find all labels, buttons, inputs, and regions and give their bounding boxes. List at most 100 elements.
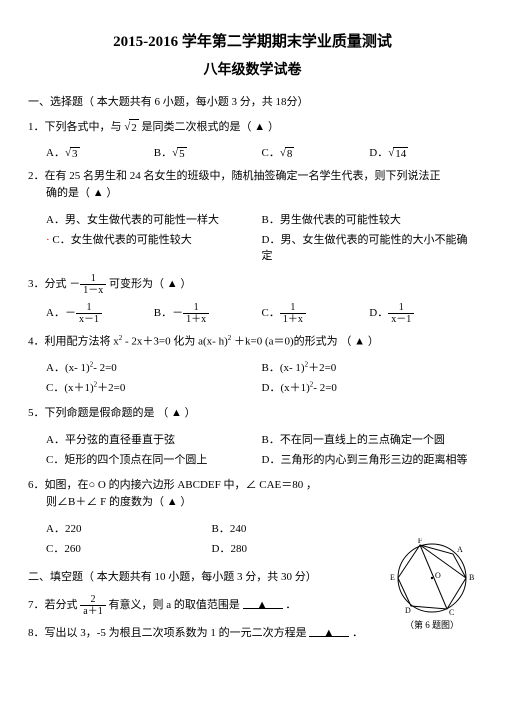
q5-stem-a: 5．下列命题是假命题的是 （ <box>28 407 171 419</box>
q2-A: A．男、女生做代表的可能性一样大 <box>46 211 262 227</box>
sqrt-icon: 2 <box>124 119 139 138</box>
q1: 1．下列各式中，与 2 是同类二次根式的是（ ▲ ） <box>28 119 477 138</box>
q6: 6．如图，在○ O 的内接六边形 ABCDEF 中，∠ CAE＝80 ， 则∠B… <box>28 477 477 512</box>
q5: 5．下列命题是假命题的是 （ ▲ ） <box>28 405 477 423</box>
q3-frac-num: 1 <box>80 273 106 285</box>
q5-stem-b: ） <box>185 407 196 419</box>
q4-A: A．(x- 1)2- 2=0 <box>46 359 262 375</box>
q3-options: A．－1x－1 B．－11＋x C．11＋x D．1x－1 <box>46 302 477 325</box>
answer-marker: ▲ <box>167 278 178 290</box>
q3-C-pre: C． <box>262 307 280 319</box>
q4-stem-a: 4．利用配方法将 x <box>28 335 119 347</box>
q4-C: C．(x＋1)2＋2=0 <box>46 379 262 395</box>
q3: 3．分式 －11－x 可变形为（ ▲ ） <box>28 273 477 296</box>
q7-stem-b: 有意义，则 a 的取值范围是 <box>108 599 242 611</box>
q6-caption: （第 6 题图） <box>387 618 477 631</box>
q1-B-val: 5 <box>177 147 187 160</box>
q6-B: B．240 <box>212 520 378 536</box>
q1-D: D．14 <box>369 144 477 160</box>
q1-C: C．8 <box>262 144 370 160</box>
q2-B: B．男生做代表的可能性较大 <box>262 211 478 227</box>
q3-stem-c: ） <box>180 278 191 290</box>
answer-marker: ▲ <box>171 407 182 419</box>
q6-stem-c: ） <box>180 496 191 508</box>
blank-fill: ▲ <box>309 625 349 637</box>
q7-stem-a: 7．若分式 <box>28 599 80 611</box>
q3-stem-b: 可变形为（ <box>109 278 167 290</box>
answer-marker: ▲ <box>254 121 265 133</box>
answer-marker: ▲ <box>323 627 334 639</box>
sqrt-icon: 8 <box>280 147 295 160</box>
q1-options: A．3 B．5 C．8 D．14 <box>46 144 477 160</box>
sqrt-icon: 5 <box>172 147 187 160</box>
q4-stem-d: ） <box>368 335 379 347</box>
q8-stem-b: ． <box>352 627 363 639</box>
q7-frac: 2a＋1 <box>80 594 105 617</box>
q1-rad: 2 <box>129 119 139 138</box>
q4-B: B．(x- 1)2＋2=0 <box>262 359 478 375</box>
q2-stem-a: 2．在有 25 名男生和 24 名女生的班级中，随机抽签确定一名学生代表，则下列… <box>28 168 477 186</box>
q3-A-num: 1 <box>76 302 102 314</box>
q3-C-den: 1＋x <box>280 314 306 325</box>
q4-D: D．(x＋1)2- 2=0 <box>262 379 478 395</box>
section1-head: 一、选择题（ 本大题共有 6 小题，每小题 3 分，共 18分） <box>28 93 477 109</box>
sqrt-icon: 14 <box>388 147 408 160</box>
q4-options: A．(x- 1)2- 2=0 B．(x- 1)2＋2=0 C．(x＋1)2＋2=… <box>46 357 477 397</box>
q3-B-pre: B．－ <box>154 307 183 319</box>
q2-stem-c: ） <box>106 187 117 199</box>
title-sub: 八年级数学试卷 <box>28 59 477 79</box>
q3-C-num: 1 <box>280 302 306 314</box>
answer-marker: ▲ <box>257 599 268 611</box>
dot-icon: · <box>46 234 50 246</box>
title-main: 2015-2016 学年第二学期期末学业质量测试 <box>28 30 477 51</box>
q4-stem-b: - 2x＋3=0 化为 a(x- h) <box>125 335 228 347</box>
q4-stem-c: ＋k=0 (a＝0)的形式为 （ <box>234 335 354 347</box>
q7-stem-c: ． <box>285 599 296 611</box>
q7-num: 2 <box>80 594 105 606</box>
q3-A-den: x－1 <box>76 314 102 325</box>
q3-A-pre: A．－ <box>46 307 76 319</box>
q1-A: A．3 <box>46 144 154 160</box>
q1-stem-b: 是同类二次根式的是（ <box>142 121 255 133</box>
q2-stem-b: 确的是（ <box>46 187 93 199</box>
q3-D-den: x－1 <box>388 314 414 325</box>
answer-marker: ▲ <box>167 496 178 508</box>
q5-options: A．平分弦的直径垂直于弦 B．不在同一直线上的三点确定一个圆 C．矩形的四个顶点… <box>46 429 477 469</box>
answer-marker: ▲ <box>93 187 104 199</box>
q1-stem-c: ） <box>268 121 279 133</box>
q3-A: A．－1x－1 <box>46 302 154 325</box>
q3-B-den: 1＋x <box>183 314 209 325</box>
q5-D: D．三角形的内心到三角形三边的距离相等 <box>262 451 478 467</box>
q6-stem-a: 6．如图，在○ O 的内接六边形 ABCDEF 中，∠ CAE＝80 ， <box>28 477 377 495</box>
q3-C: C．11＋x <box>262 302 370 325</box>
q7-den: a＋1 <box>80 606 105 617</box>
svg-text:C: C <box>449 608 454 616</box>
q5-A: A．平分弦的直径垂直于弦 <box>46 431 262 447</box>
q3-frac: 11－x <box>80 273 106 296</box>
q6-figure: F A B C D E O （第 6 题图） <box>387 538 477 631</box>
svg-text:O: O <box>435 571 441 580</box>
svg-text:D: D <box>405 606 411 615</box>
q4-sup2: 2 <box>228 334 232 342</box>
q4-sup1: 2 <box>119 334 123 342</box>
q3-B-num: 1 <box>183 302 209 314</box>
q2-C: C．女生做代表的可能性较大 <box>52 234 191 246</box>
q2-D: D．男、女生做代表的可能性的大小不能确定 <box>262 231 478 263</box>
q8-stem-a: 8．写出以 3，-5 为根且二次项系数为 1 的一元二次方程是 <box>28 627 309 639</box>
q1-C-val: 8 <box>285 147 295 160</box>
q3-stem-a: 3．分式 <box>28 278 69 290</box>
q2: 2．在有 25 名男生和 24 名女生的班级中，随机抽签确定一名学生代表，则下列… <box>28 168 477 203</box>
q6-stem-b: 则∠B＋∠ F 的度数为（ <box>46 496 167 508</box>
svg-text:B: B <box>469 573 474 582</box>
q5-C: C．矩形的四个顶点在同一个圆上 <box>46 451 262 467</box>
q3-B: B．－11＋x <box>154 302 262 325</box>
q3-D: D．1x－1 <box>369 302 477 325</box>
q3-D-num: 1 <box>388 302 414 314</box>
q1-B: B．5 <box>154 144 262 160</box>
q5-B: B．不在同一直线上的三点确定一个圆 <box>262 431 478 447</box>
q3-frac-den: 1－x <box>80 285 106 296</box>
svg-text:A: A <box>457 545 463 554</box>
answer-marker: ▲ <box>354 335 365 347</box>
q1-stem-a: 1．下列各式中，与 <box>28 121 124 133</box>
q1-A-val: 3 <box>70 147 80 160</box>
